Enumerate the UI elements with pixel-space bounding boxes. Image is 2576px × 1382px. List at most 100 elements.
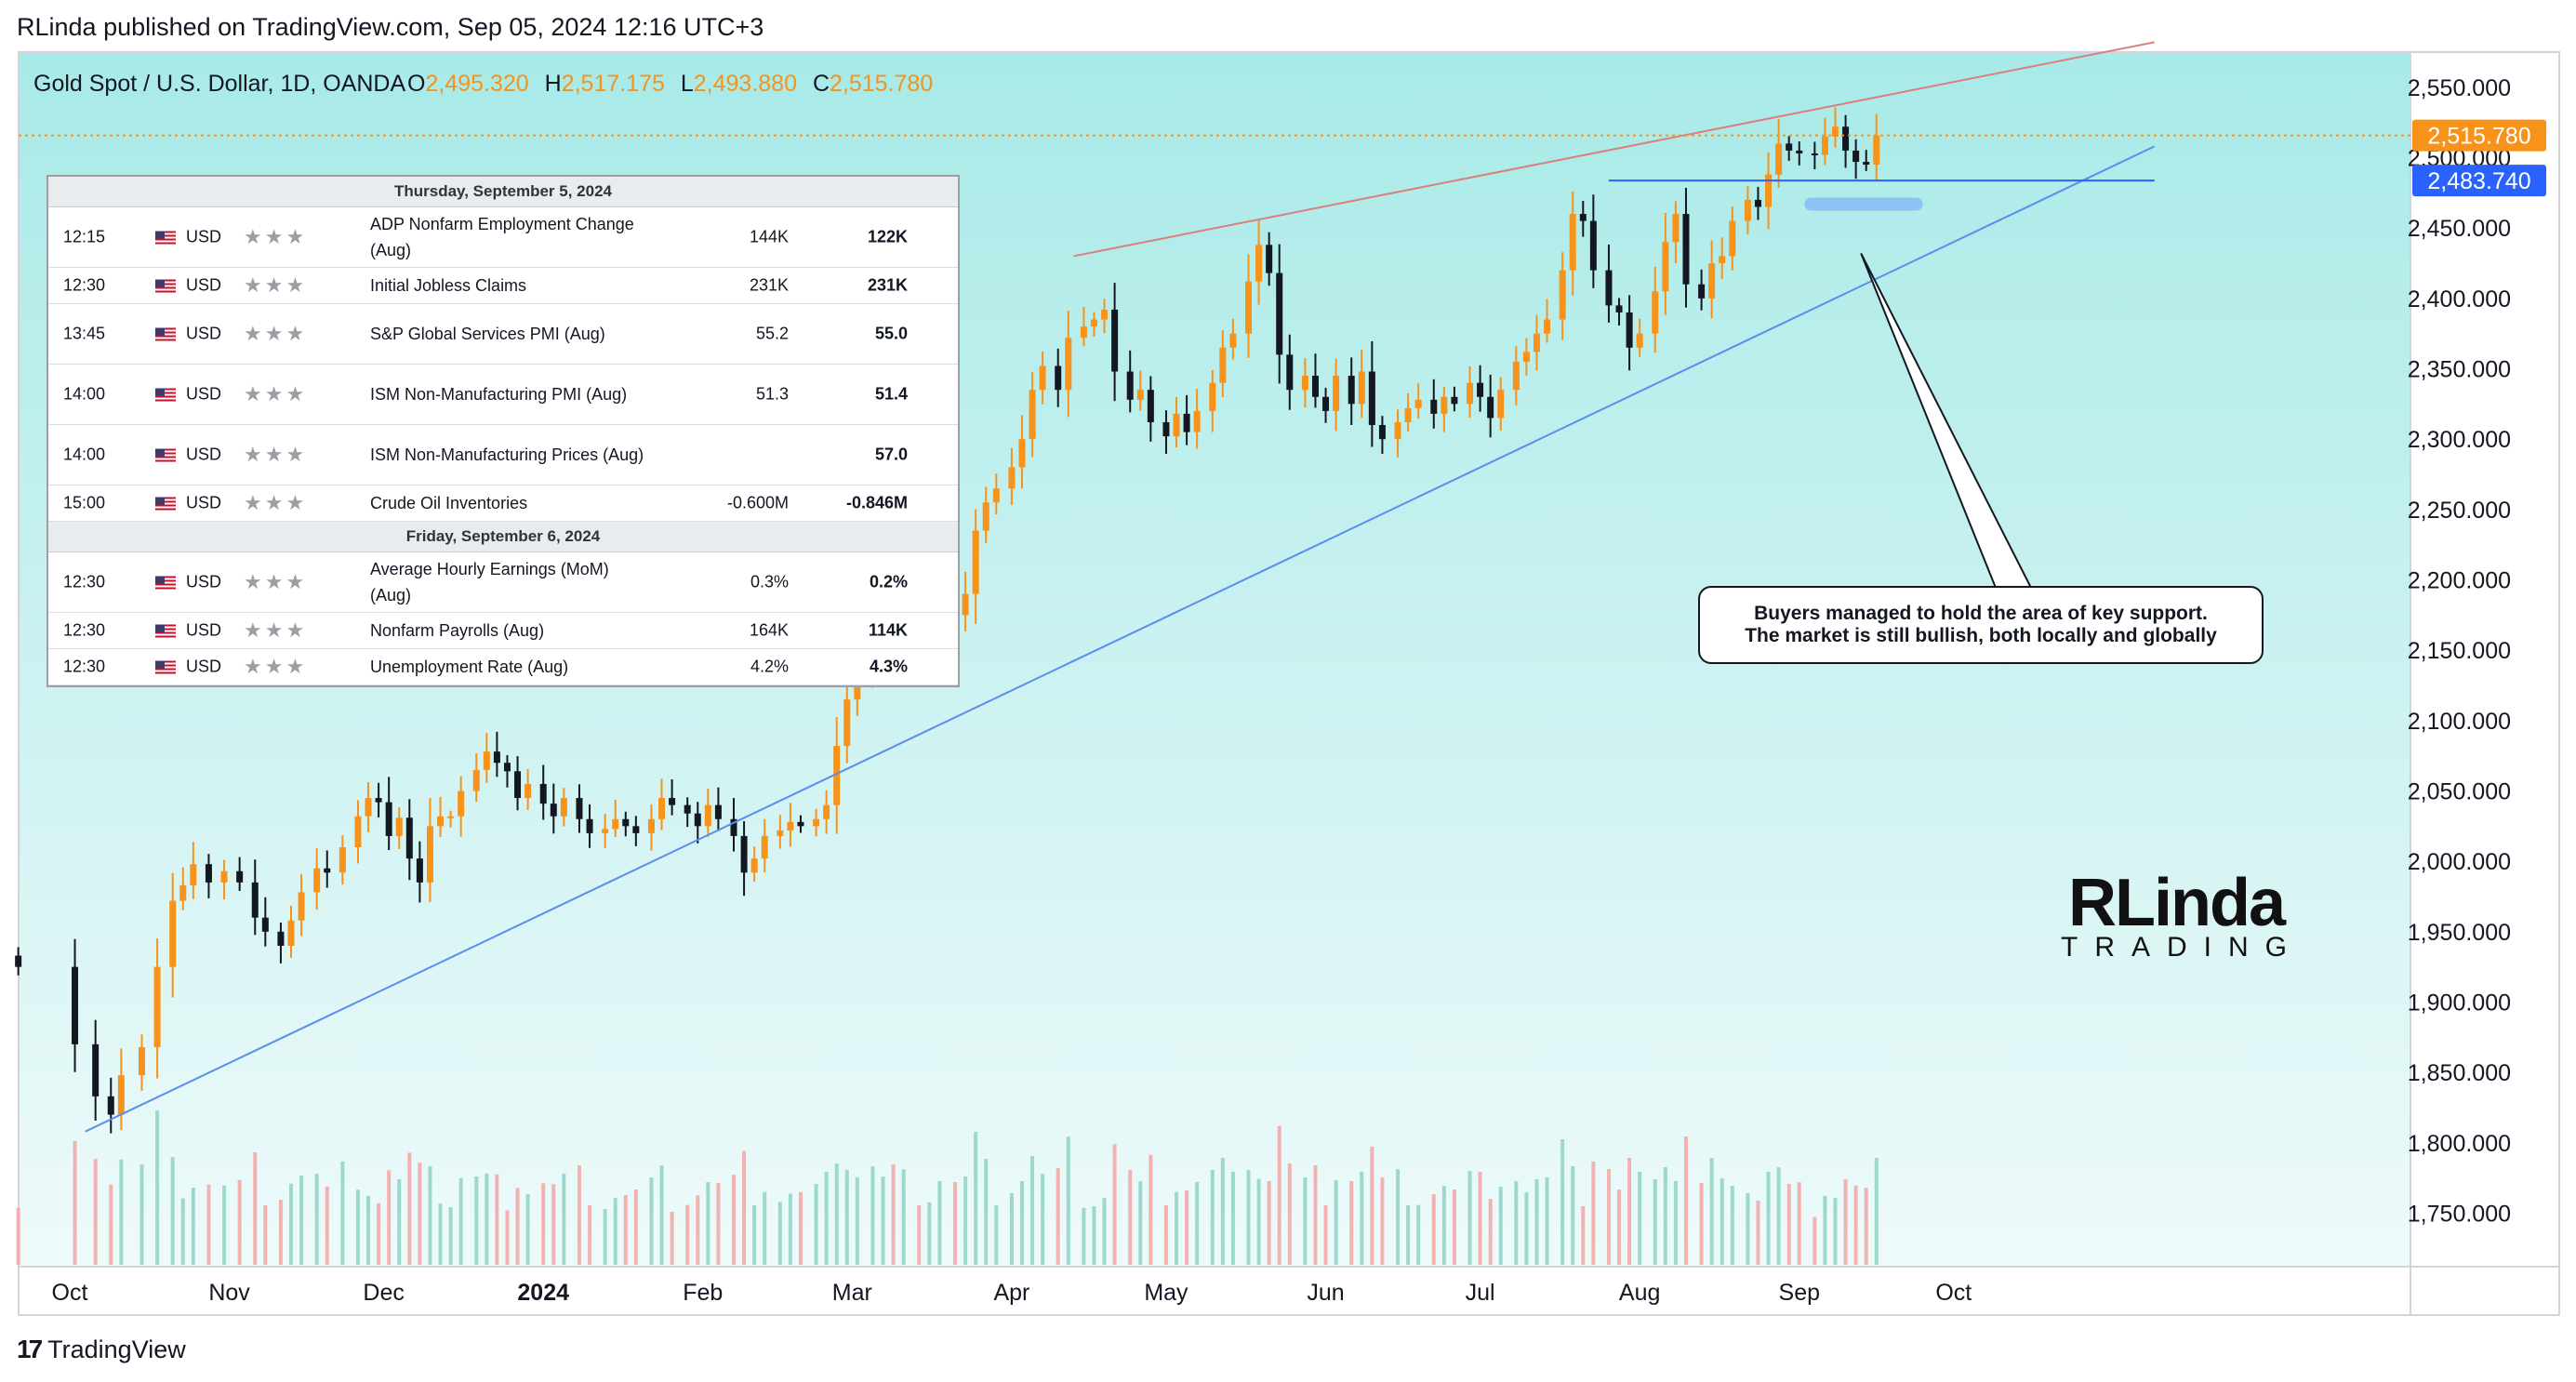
volume-bar-43: [603, 1208, 607, 1265]
tradingview-brand[interactable]: 17 TradingView: [17, 1335, 186, 1364]
event-actual: 114K: [868, 620, 908, 640]
y-tick-label-5: 2,300.000: [2408, 427, 2511, 453]
volume-bar-5: [139, 1164, 144, 1265]
importance-stars-icon: ★★★: [244, 443, 308, 466]
x-tick-label-8: Jun: [1307, 1280, 1344, 1306]
volume-bar-64: [844, 1169, 849, 1265]
candle-body-84: [1080, 326, 1087, 339]
candle-body-30: [447, 816, 455, 818]
candle-body-143: [1765, 174, 1773, 207]
volume-bar-152: [1864, 1188, 1868, 1265]
volume-bar-133: [1653, 1179, 1657, 1265]
event-name: Nonfarm Payrolls (Aug): [370, 621, 545, 640]
volume-bar-37: [525, 1194, 530, 1265]
calendar-row: 15:00 USD ★★★ Crude Oil Inventories -0.600M -…: [48, 485, 958, 522]
symbol-legend[interactable]: Gold Spot / U.S. Dollar, 1D, OANDA O2,49…: [33, 71, 933, 97]
us-flag-icon: [155, 576, 176, 591]
support-line[interactable]: [85, 145, 2156, 1133]
candle-body-20: [339, 847, 346, 873]
support-zone[interactable]: [1804, 197, 1923, 211]
candle-body-113: [1414, 399, 1422, 408]
candle-body-91: [1162, 422, 1170, 437]
candle-body-64: [843, 699, 851, 747]
candle-body-16: [287, 920, 295, 946]
resistance-line[interactable]: [1073, 41, 2155, 258]
annotation-callout[interactable]: Buyers managed to hold the area of key s…: [1698, 586, 2264, 664]
volume-bar-2: [93, 1159, 98, 1265]
candle-body-44: [612, 818, 619, 830]
y-tick-label-6: 2,250.000: [2408, 498, 2511, 524]
calendar-day-header: Friday, September 6, 2024: [48, 522, 958, 552]
time-axis[interactable]: Oct Nov Dec 2024 Feb Mar Apr May Jun Jul Aug Sep Oct: [52, 1280, 1972, 1306]
candle-body-126: [1569, 214, 1576, 271]
calendar-day-header: Thursday, September 5, 2024: [48, 177, 958, 207]
candle-body-57: [761, 835, 768, 859]
rlinda-logo: RLinda TRADING: [2057, 865, 2308, 977]
candle-body-148: [1821, 136, 1828, 155]
volume-bar-144: [1776, 1167, 1781, 1265]
candle-body-61: [813, 818, 820, 827]
volume-bar-28: [428, 1166, 432, 1265]
candle-body-62: [823, 804, 830, 819]
candle-body-101: [1276, 272, 1283, 355]
event-currency: USD: [186, 620, 222, 640]
event-forecast: 231K: [749, 275, 789, 295]
trend-lines[interactable]: [19, 41, 2410, 1133]
candle-body-53: [714, 804, 722, 819]
volume-bar-94: [1195, 1182, 1200, 1265]
volume-bar-124: [1545, 1177, 1549, 1265]
symbol-title[interactable]: Gold Spot / U.S. Dollar, 1D, OANDA: [33, 71, 405, 97]
volume-bar-22: [366, 1195, 371, 1265]
candle-body-108: [1358, 371, 1365, 405]
open-label: O: [407, 71, 425, 97]
volume-bar-17: [299, 1176, 304, 1265]
candle-body-89: [1136, 390, 1144, 400]
volume-bar-23: [377, 1203, 381, 1265]
calendar-row: 14:00 USD ★★★ ISM Non-Manufacturing PMI (Au…: [48, 365, 958, 425]
volume-bar-10: [206, 1184, 211, 1265]
candle-body-18: [313, 868, 321, 893]
volume-bar-13: [253, 1152, 258, 1265]
candle-body-49: [669, 798, 676, 805]
candle-body-103: [1301, 376, 1308, 391]
candle-body-110: [1378, 425, 1386, 440]
candle-body-52: [704, 804, 711, 827]
volume-bar-63: [834, 1163, 839, 1265]
us-flag-icon: [155, 624, 176, 639]
us-flag-icon: [155, 497, 176, 512]
y-tick-label-2: 2,450.000: [2408, 216, 2511, 242]
volume-bar-50: [685, 1204, 690, 1265]
volume-bar-46: [633, 1189, 638, 1265]
importance-stars-icon: ★★★: [244, 382, 308, 405]
candle-body-81: [1039, 365, 1046, 391]
event-name: Average Hourly Earnings (MoM) (Aug): [370, 560, 609, 605]
volume-bar-11: [222, 1185, 227, 1265]
candle-body-100: [1266, 245, 1273, 273]
volume-bar-49: [670, 1212, 674, 1265]
candle-body-82: [1055, 365, 1062, 391]
volume-bar-95: [1210, 1170, 1215, 1265]
candle-body-33: [483, 751, 490, 770]
volume-bar-143: [1766, 1171, 1771, 1265]
candle-body-36: [514, 771, 522, 799]
event-actual: 122K: [867, 227, 908, 246]
close-label: C: [813, 71, 830, 97]
x-tick-label-0: Oct: [52, 1280, 88, 1306]
volume-bar-125: [1560, 1139, 1565, 1265]
candle-body-104: [1311, 376, 1319, 397]
volume-bar-30: [448, 1207, 453, 1265]
candle-body-38: [539, 783, 547, 804]
candle-body-145: [1786, 143, 1793, 151]
volume-bar-112: [1406, 1205, 1411, 1265]
x-tick-label-12: Oct: [1935, 1280, 1972, 1306]
x-tick-label-3: 2024: [517, 1280, 569, 1306]
volume-bar-55: [742, 1150, 747, 1265]
x-tick-label-6: Apr: [993, 1280, 1029, 1306]
volume-bar-75: [974, 1132, 978, 1265]
candle-body-120: [1497, 390, 1505, 419]
event-name: ISM Non-Manufacturing PMI (Aug): [370, 385, 628, 404]
candle-body-136: [1682, 214, 1690, 285]
importance-stars-icon: ★★★: [244, 491, 308, 514]
volume-bar-60: [798, 1191, 803, 1265]
volume-bar-1: [73, 1141, 77, 1265]
